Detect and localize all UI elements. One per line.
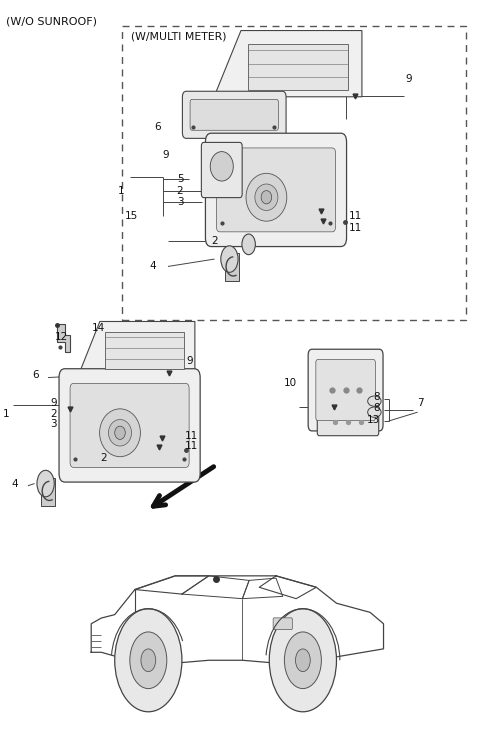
Polygon shape <box>105 332 184 369</box>
Polygon shape <box>57 324 70 352</box>
Ellipse shape <box>368 407 381 417</box>
Circle shape <box>141 649 156 671</box>
FancyBboxPatch shape <box>202 143 242 197</box>
Ellipse shape <box>255 184 278 210</box>
Text: 2: 2 <box>100 453 107 463</box>
Text: 4: 4 <box>150 261 156 272</box>
Circle shape <box>242 234 255 255</box>
Text: 2: 2 <box>50 408 57 419</box>
Circle shape <box>284 632 322 689</box>
Polygon shape <box>79 322 195 375</box>
Polygon shape <box>214 30 362 97</box>
Text: 11: 11 <box>348 211 362 222</box>
FancyBboxPatch shape <box>317 409 379 436</box>
Circle shape <box>269 609 336 712</box>
Text: 9: 9 <box>406 74 412 84</box>
Text: 4: 4 <box>12 479 18 489</box>
Circle shape <box>130 632 167 689</box>
Circle shape <box>115 609 182 712</box>
Text: 13: 13 <box>367 414 380 425</box>
Circle shape <box>221 246 238 272</box>
Text: 11: 11 <box>348 223 362 233</box>
Text: 9: 9 <box>186 355 193 366</box>
FancyBboxPatch shape <box>70 383 189 467</box>
FancyBboxPatch shape <box>273 618 292 630</box>
Text: 7: 7 <box>417 398 423 408</box>
Text: 9: 9 <box>162 149 169 160</box>
Polygon shape <box>225 253 239 281</box>
Text: 8: 8 <box>373 403 380 413</box>
Circle shape <box>37 470 54 497</box>
Text: (W/O SUNROOF): (W/O SUNROOF) <box>6 16 97 26</box>
FancyBboxPatch shape <box>216 148 336 232</box>
Text: (W/MULTI METER): (W/MULTI METER) <box>131 32 227 42</box>
Ellipse shape <box>100 409 140 457</box>
Text: 6: 6 <box>155 122 161 132</box>
Text: 9: 9 <box>50 398 57 408</box>
Ellipse shape <box>261 191 272 204</box>
Text: 11: 11 <box>185 431 199 441</box>
Text: 3: 3 <box>50 419 57 429</box>
Ellipse shape <box>108 420 132 446</box>
Ellipse shape <box>115 426 125 439</box>
Ellipse shape <box>368 396 381 406</box>
FancyBboxPatch shape <box>316 360 375 421</box>
Ellipse shape <box>210 152 233 181</box>
FancyBboxPatch shape <box>190 99 278 130</box>
Text: 1: 1 <box>118 186 125 197</box>
Text: 5: 5 <box>177 174 183 184</box>
Polygon shape <box>248 44 348 90</box>
Text: 15: 15 <box>124 211 138 222</box>
FancyBboxPatch shape <box>308 350 383 431</box>
FancyBboxPatch shape <box>182 91 286 138</box>
Text: 2: 2 <box>211 236 218 247</box>
Text: 12: 12 <box>55 332 68 342</box>
Circle shape <box>296 649 310 671</box>
Text: 1: 1 <box>3 408 10 419</box>
Text: 8: 8 <box>373 392 380 403</box>
Text: 11: 11 <box>185 441 199 451</box>
Ellipse shape <box>246 174 287 222</box>
Polygon shape <box>41 478 55 506</box>
Text: 2: 2 <box>177 185 183 196</box>
Text: 10: 10 <box>284 378 297 388</box>
Text: 3: 3 <box>177 197 183 208</box>
Text: 6: 6 <box>33 370 39 381</box>
Text: 14: 14 <box>92 322 106 333</box>
FancyBboxPatch shape <box>59 369 200 482</box>
FancyBboxPatch shape <box>205 133 347 247</box>
